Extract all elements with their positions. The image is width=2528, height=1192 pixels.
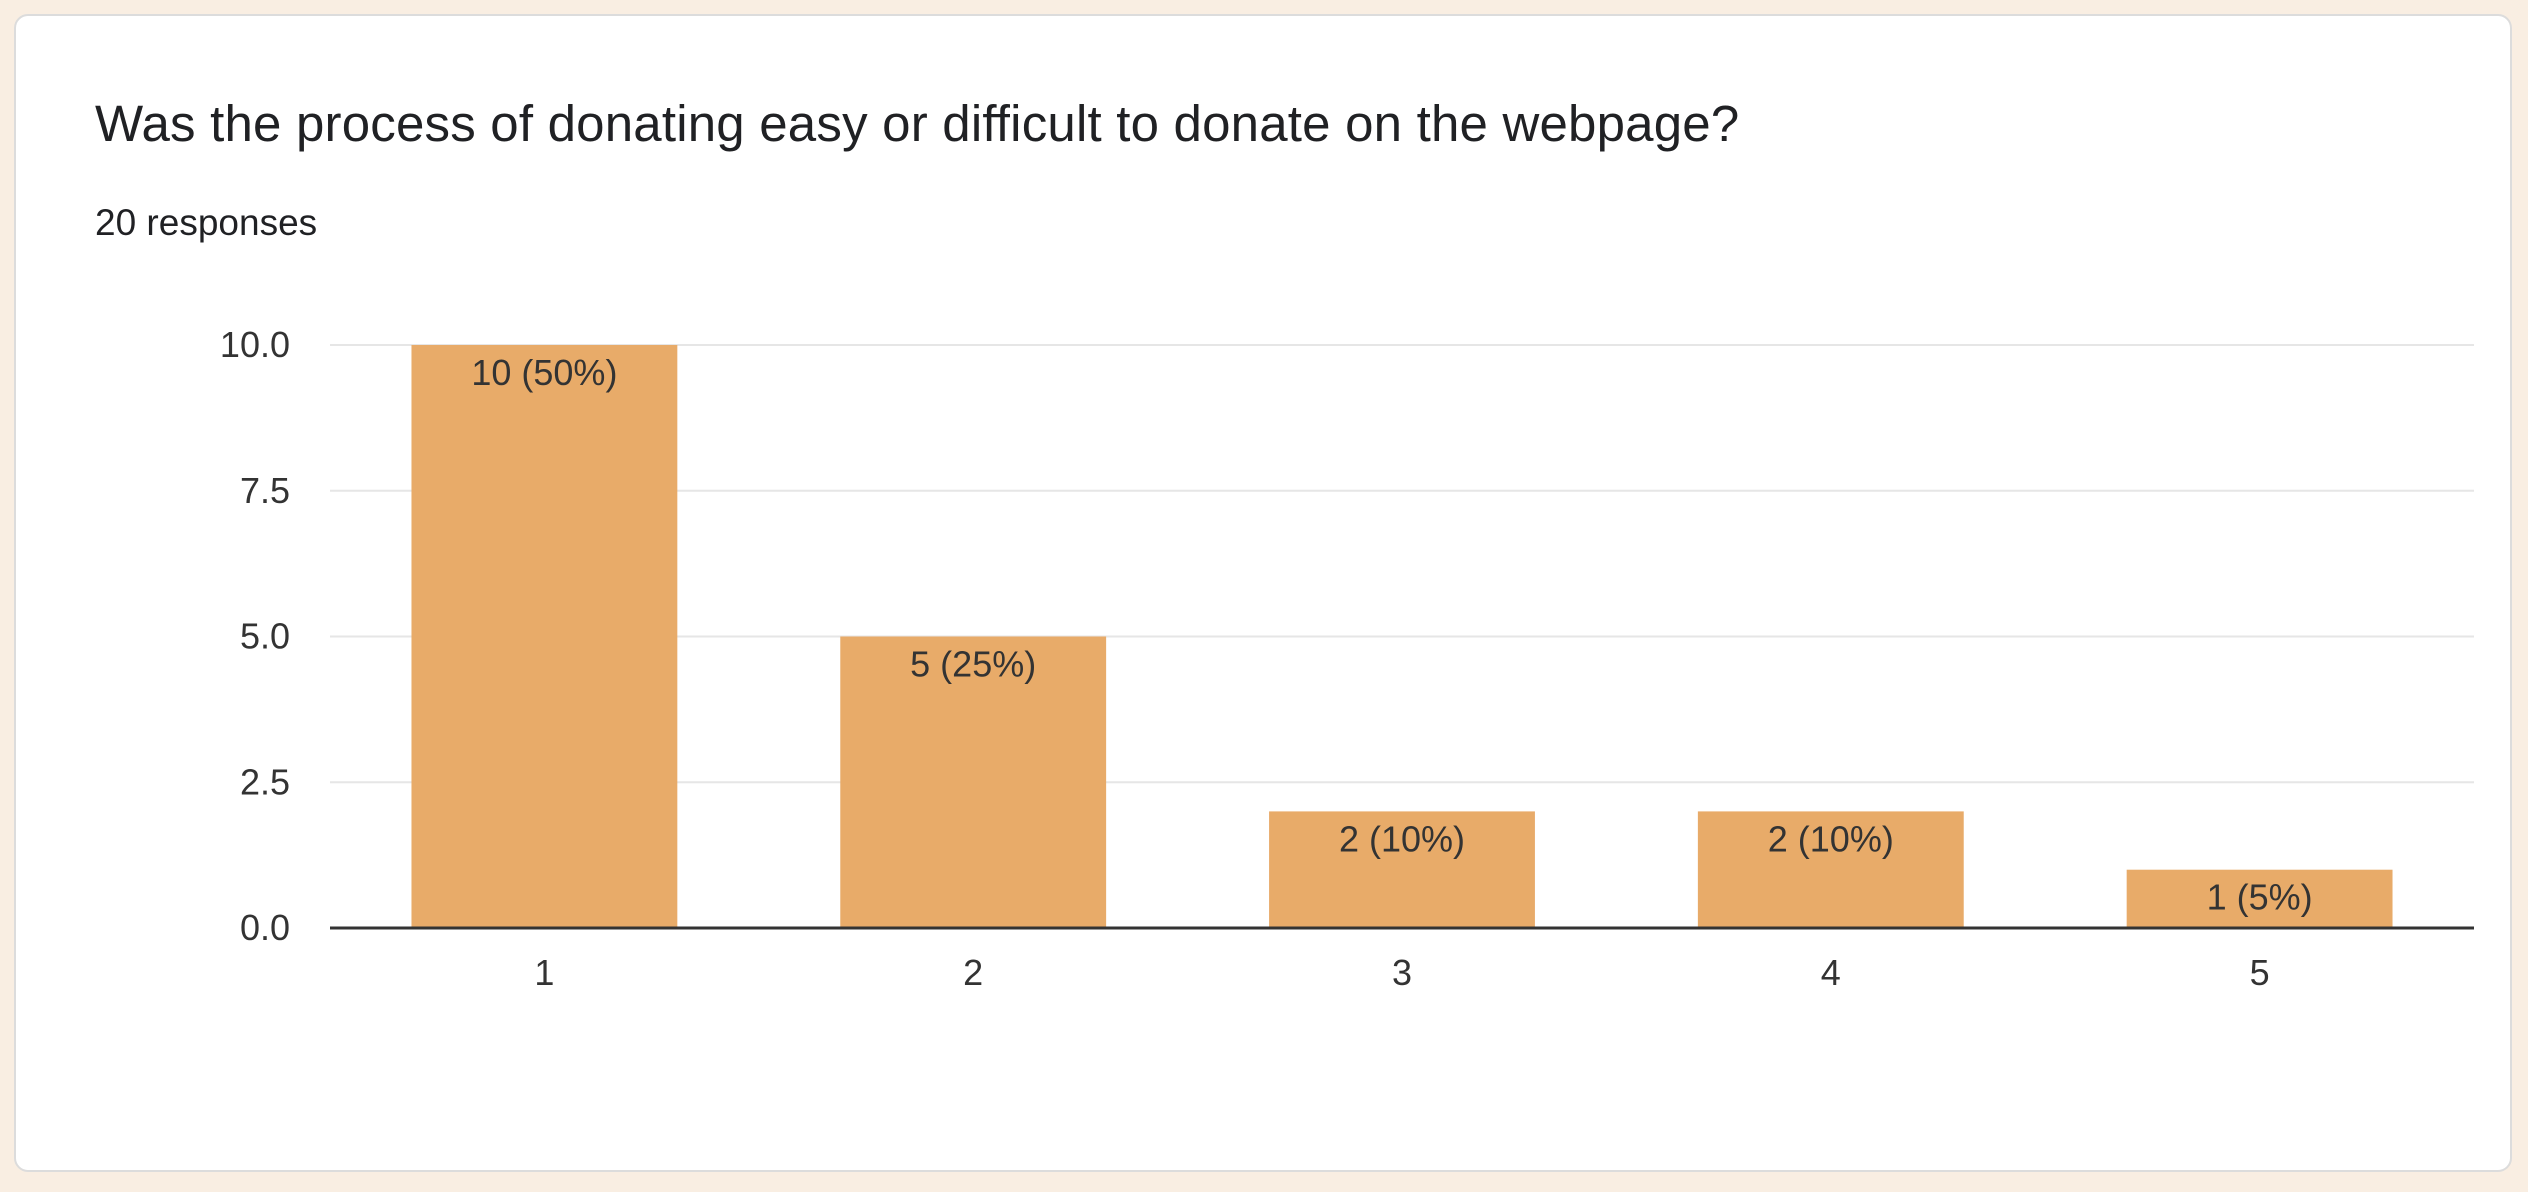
bar — [1697, 811, 1964, 928]
bar-data-label: 2 (10%) — [1768, 818, 1894, 859]
y-tick-label: 0.0 — [240, 907, 290, 948]
bar-data-label: 5 (25%) — [910, 644, 1036, 685]
bar-data-label: 10 (50%) — [471, 352, 617, 393]
bar — [2126, 869, 2393, 928]
bar — [1269, 811, 1535, 928]
bar-data-label: 1 (5%) — [2207, 877, 2313, 918]
bar — [411, 345, 678, 928]
y-tick-label: 5.0 — [240, 616, 290, 657]
x-tick-label: 5 — [2250, 952, 2270, 993]
x-tick-label: 2 — [963, 952, 983, 993]
question-title: Was the process of donating easy or diff… — [95, 95, 1740, 152]
bar — [840, 636, 1107, 928]
bar-data-label: 2 (10%) — [1339, 818, 1465, 859]
y-tick-label: 7.5 — [240, 470, 290, 511]
y-tick-label: 10.0 — [220, 324, 290, 365]
x-tick-label: 3 — [1392, 952, 1412, 993]
x-tick-label: 4 — [1821, 952, 1841, 993]
y-tick-label: 2.5 — [240, 761, 290, 802]
response-count: 20 responses — [95, 202, 318, 243]
x-tick-label: 1 — [534, 952, 554, 993]
